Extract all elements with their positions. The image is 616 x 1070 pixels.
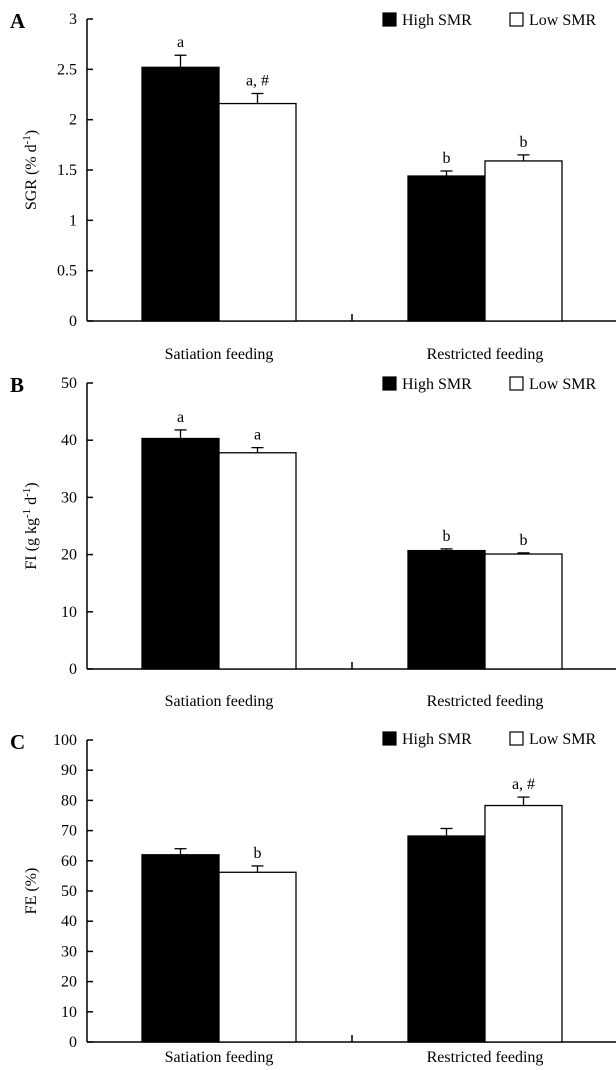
y-tick-label: 30 bbox=[61, 943, 77, 960]
significance-label: b bbox=[443, 150, 451, 167]
x-category-label: Restricted feeding bbox=[427, 1049, 544, 1066]
significance-label: b bbox=[520, 134, 528, 151]
y-tick-label: 10 bbox=[61, 604, 77, 621]
y-axis-label-part: FI (g kg bbox=[23, 518, 40, 570]
legend-swatch bbox=[509, 731, 524, 746]
y-axis-label-part: ) bbox=[23, 130, 40, 135]
bar-high-smr bbox=[141, 66, 220, 322]
y-tick-label: 2.5 bbox=[57, 61, 77, 78]
panel-letter: C bbox=[10, 730, 25, 754]
legend-label: Low SMR bbox=[529, 12, 596, 29]
bar-low-smr bbox=[484, 804, 563, 1043]
significance-label: a bbox=[254, 427, 261, 444]
legend: High SMR Low SMR bbox=[382, 731, 596, 748]
y-tick-label: 100 bbox=[53, 732, 77, 749]
y-tick-label: 40 bbox=[61, 913, 77, 930]
y-axis-label-part: ) bbox=[23, 482, 40, 487]
x-category-label: Satiation feeding bbox=[165, 693, 274, 710]
y-tick-label: 50 bbox=[61, 883, 77, 900]
y-axis-label: FE (%) bbox=[23, 868, 40, 915]
x-category-label: Restricted feeding bbox=[427, 693, 544, 710]
x-category-label: Satiation feeding bbox=[165, 346, 274, 363]
significance-label: a bbox=[177, 409, 184, 426]
legend: High SMR Low SMR bbox=[382, 376, 596, 393]
y-tick-label: 40 bbox=[61, 432, 77, 449]
significance-label: b bbox=[443, 528, 451, 545]
bar-low-smr bbox=[484, 160, 563, 322]
significance-label: b bbox=[520, 532, 528, 549]
chart-panel-c: C 0 10 20 30 40 50 60 70 80 90 100 FE (%) b Satiation … bbox=[10, 730, 616, 1066]
legend-swatch bbox=[509, 12, 524, 27]
significance-label: a, # bbox=[512, 776, 535, 793]
panel-letter: B bbox=[10, 373, 24, 397]
y-tick-label: 1.5 bbox=[57, 162, 77, 179]
y-axis-label-part: d bbox=[23, 497, 40, 509]
y-tick-label: 70 bbox=[61, 823, 77, 840]
legend-swatch bbox=[382, 731, 397, 746]
y-axis-label: SGR (% d-1) bbox=[21, 130, 40, 210]
bar-high-smr bbox=[407, 175, 486, 322]
y-tick-label: 0 bbox=[69, 661, 77, 678]
significance-label: a, # bbox=[246, 72, 269, 89]
y-tick-label: 10 bbox=[61, 1004, 77, 1021]
y-tick-label: 30 bbox=[61, 489, 77, 506]
bar-low-smr bbox=[218, 871, 297, 1043]
chart-panel-a: A 0 0.5 1 1.5 2 2.5 3 SGR (% d-1) a a, # Satiation … bbox=[10, 9, 616, 363]
legend-label: High SMR bbox=[402, 376, 472, 393]
bar-high-smr bbox=[407, 549, 486, 670]
y-tick-label: 90 bbox=[61, 762, 77, 779]
y-axis-label-part: FE (%) bbox=[23, 868, 40, 915]
y-axis-label-part: SGR (% d bbox=[23, 144, 40, 210]
y-axis-label: FI (g kg-1 d-1) bbox=[21, 482, 40, 569]
legend-label: Low SMR bbox=[529, 376, 596, 393]
bar-low-smr bbox=[218, 102, 297, 322]
y-tick-label: 3 bbox=[69, 11, 77, 28]
legend-label: High SMR bbox=[402, 12, 472, 29]
bar-high-smr bbox=[141, 854, 220, 1043]
legend-swatch bbox=[382, 376, 397, 391]
legend-swatch bbox=[382, 12, 397, 27]
y-tick-label: 20 bbox=[61, 547, 77, 564]
x-category-label: Satiation feeding bbox=[165, 1049, 274, 1066]
bar-high-smr bbox=[407, 835, 486, 1043]
legend: High SMR Low SMR bbox=[382, 12, 596, 29]
bar-high-smr bbox=[141, 437, 220, 670]
y-tick-label: 60 bbox=[61, 853, 77, 870]
y-tick-label: 20 bbox=[61, 974, 77, 991]
significance-label: a bbox=[177, 34, 184, 51]
y-axis-label-sup: -1 bbox=[21, 509, 33, 518]
y-axis-label-sup: -1 bbox=[21, 488, 33, 497]
y-tick-label: 0 bbox=[69, 1034, 77, 1051]
significance-label: b bbox=[254, 845, 262, 862]
y-tick-label: 80 bbox=[61, 792, 77, 809]
bar-low-smr bbox=[218, 452, 297, 670]
y-tick-label: 1 bbox=[69, 212, 77, 229]
y-tick-label: 0.5 bbox=[57, 263, 77, 280]
y-axis-label-sup: -1 bbox=[21, 135, 33, 144]
legend-label: High SMR bbox=[402, 731, 472, 748]
legend-swatch bbox=[509, 376, 524, 391]
y-tick-label: 2 bbox=[69, 112, 77, 129]
panel-letter: A bbox=[10, 9, 26, 33]
y-tick-label: 50 bbox=[61, 375, 77, 392]
y-tick-label: 0 bbox=[69, 313, 77, 330]
legend-label: Low SMR bbox=[529, 731, 596, 748]
x-category-label: Restricted feeding bbox=[427, 346, 544, 363]
bar-low-smr bbox=[484, 553, 563, 670]
